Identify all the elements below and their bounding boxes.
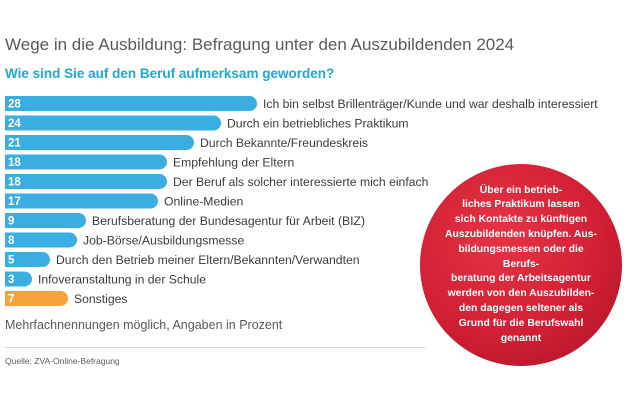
divider [5,347,425,348]
bar-9-base [5,252,20,267]
bar-value-label: 3 [8,274,14,286]
bar-8 [5,232,77,248]
bar-1 [5,96,257,111]
bar-4-base [5,154,20,170]
bar-7-base [5,213,20,228]
chart-title: Wege in die Ausbildung: Befragung unter … [5,35,515,54]
bar-category-label: Empfehlung der Eltern [173,156,294,170]
bar-2-base [5,115,20,131]
bar-value-label: 18 [8,177,21,189]
bar-category-label: Infoveranstaltung in der Schule [38,273,206,287]
footnote: Mehrfachnennungen möglich, Angaben in Pr… [5,318,283,332]
bar-8-base [5,232,20,248]
bar-category-label: Berufsberatung der Bundesagentur für Arb… [92,214,365,228]
bar-5 [5,174,167,189]
bar-7 [5,213,86,228]
bar-4 [5,154,167,170]
bar-category-label: Online-Medien [164,195,243,209]
bar-3 [5,135,194,150]
bar-6-base [5,193,20,209]
bar-value-label: 17 [8,196,21,208]
bar-5-base [5,174,20,189]
bar-category-label: Durch Bekannte/Freundeskreis [200,136,368,150]
source-note: Quelle: ZVA-Online-Befragung [5,356,120,366]
bar-category-label: Durch ein betriebliches Praktikum [227,117,409,131]
callout-circle: Über ein betrieb- liches Praktikum lasse… [420,164,622,366]
bar-11-base [5,291,20,306]
bar-1-base [5,96,20,111]
bar-value-label: 18 [8,157,21,169]
bar-value-label: 21 [8,138,21,150]
bar-value-label: 9 [8,216,14,228]
bar-category-label: Der Beruf als solcher interessierte mich… [173,175,428,189]
bar-category-label: Job-Börse/Ausbildungsmesse [83,234,244,248]
bar-6 [5,193,158,209]
bar-10-base [5,271,20,287]
bar-chart: 28 Ich bin selbst Brillenträger/Kunde und… [5,96,598,306]
bar-value-label: 24 [8,118,21,130]
chart-subtitle: Wie sind Sie auf den Beruf aufmerksam ge… [5,66,335,81]
bar-category-label: Durch den Betrieb meiner Eltern/Bekannte… [56,253,360,267]
bar-11 [5,291,68,306]
bar-category-label: Ich bin selbst Brillenträger/Kunde und w… [263,97,598,111]
bar-value-label: 5 [8,255,15,267]
bar-category-label: Sonstiges [74,292,128,306]
bar-value-label: 7 [8,294,14,306]
callout-text: Über ein betrieb- liches Praktikum lasse… [444,184,597,344]
bar-value-label: 28 [8,99,21,111]
bar-3-base [5,135,20,150]
bar-value-label: 8 [8,235,15,247]
bar-2 [5,115,221,131]
